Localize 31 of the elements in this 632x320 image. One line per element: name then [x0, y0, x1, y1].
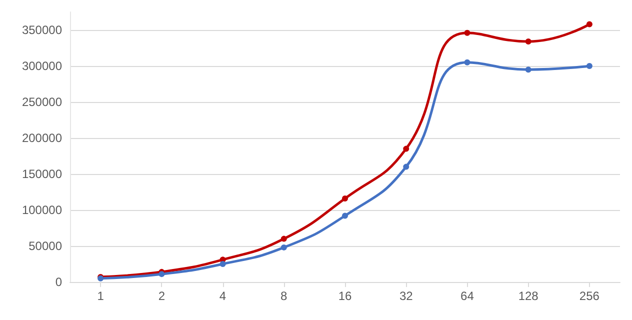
point: [158, 271, 165, 278]
point: [525, 38, 532, 45]
point: [464, 59, 470, 66]
y-tick-label: 200000: [22, 131, 62, 145]
point: [220, 261, 226, 267]
y-tick-label: 350000: [22, 23, 62, 37]
point: [586, 63, 592, 69]
x-tick-label: 8: [280, 289, 288, 303]
point: [280, 236, 287, 242]
point: [464, 30, 470, 36]
point: [525, 66, 532, 73]
y-tick-label: 250000: [22, 95, 62, 109]
x-tick-label: 1: [97, 289, 104, 303]
x-tick-label: 64: [460, 289, 474, 303]
x-tick-label: 2: [158, 289, 166, 303]
point: [342, 195, 348, 202]
y-tick-label: 150000: [22, 167, 62, 181]
y-tick-label: 50000: [28, 239, 62, 253]
x-tick-label: 4: [219, 289, 226, 303]
x-tick-label: 32: [399, 289, 414, 303]
point: [280, 244, 287, 250]
y-tick-label: 300000: [22, 59, 62, 73]
x-tick-label: 128: [518, 289, 539, 303]
y-tick-label: 0: [55, 275, 62, 289]
x-tick-label: 16: [338, 289, 352, 303]
y-tick-label: 100000: [22, 203, 62, 217]
x-tick-label: 256: [579, 289, 600, 303]
point: [586, 21, 592, 28]
point: [403, 164, 410, 170]
point: [403, 146, 410, 152]
point: [342, 212, 348, 219]
